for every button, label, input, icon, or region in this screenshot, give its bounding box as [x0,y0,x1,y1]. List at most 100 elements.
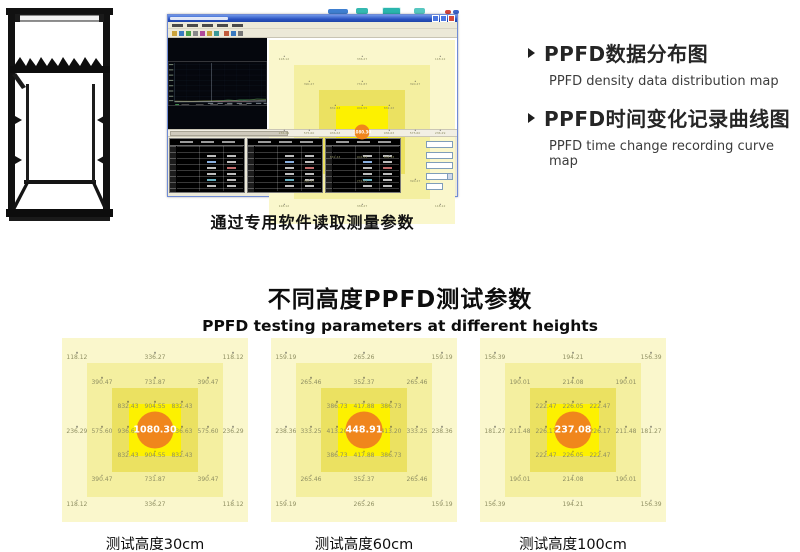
text-field [426,141,453,148]
software-menubar [168,22,457,29]
heatmap-point: 265.26 [353,499,375,508]
heatmap-point: 181.27 [484,425,506,435]
heatmap-point: 156.39 [484,352,506,361]
text-field [426,151,453,159]
section-title: 不同高度PPFD测试参数 PPFD testing parameters at … [0,280,800,335]
bullet-item: PPFD数据分布图 [528,38,796,67]
heatmap-point: 238.36 [431,425,453,435]
heatmap-grid: 1080.30 118.12 336.27 118.12 118.12 336.27 11… [62,338,248,522]
heatmap-point: 118.12 [222,352,244,361]
heatmap-point: 211.48 [509,425,531,435]
heatmap-center-value: 1080.30 [133,411,177,449]
section-title-en: PPFD testing parameters at different hei… [202,317,598,335]
heatmap-point: 181.27 [640,425,662,435]
row-numbers [326,146,332,192]
heatmap-point: 238.36 [275,425,297,435]
heatmap-point: 832.43 [171,400,193,410]
table-rows [333,146,399,191]
software-caption: 通过专用软件读取测量参数 [210,213,415,232]
heatmap-point: 904.55 [144,400,166,410]
heatmaps-row: 1080.30 118.12 336.27 118.12 118.12 336.27 11… [62,338,666,552]
heatmap-point: 390.47 [303,178,315,183]
heatmap-point: 236.29 [66,425,88,435]
heatmap-point: 936.63 [117,425,139,435]
heatmap-point: 159.19 [431,352,453,361]
desktop-blob [445,10,451,14]
heatmap-point: 159.19 [431,499,453,508]
heatmap-point: 832.43 [117,450,139,460]
heatmap-point: 190.01 [509,376,531,386]
heatmap-caption: 测试高度100cm [519,537,627,552]
heatmap-point: 159.19 [275,499,297,508]
heatmap-point: 336.27 [144,499,166,508]
bullet-title-zh: PPFD时间变化记录曲线图 [544,107,791,131]
section-title-zh: 不同高度PPFD测试参数 [267,287,533,313]
heatmap-point: 731.87 [356,80,368,86]
software-titlebar [168,15,457,22]
heatmap-point: 222.47 [589,450,611,460]
desktop-blob [328,9,348,14]
heatmap-caption: 测试高度30cm [105,537,205,552]
row-numbers [170,146,176,192]
heatmap-point: 386.73 [326,450,348,460]
desktop-blob [356,8,368,14]
heatmap-point: 336.27 [144,352,166,361]
heatmap-point: 731.87 [144,376,166,386]
table-rows [177,146,243,191]
horizontal-scrollbar [168,129,457,137]
heatmap-point: 386.73 [380,450,402,460]
heatmap-point: 390.47 [303,80,315,86]
software-main: 1080.30 118.12 336.27 118.12 118.12 336.27 11… [168,38,457,224]
bullet-subtitle-en: PPFD time change recording curve map [549,139,774,169]
desktop-blob [414,8,425,14]
heatmap-point: 832.43 [329,154,341,160]
heatmap-point: 194.21 [562,499,584,508]
heatmap-point: 832.43 [383,154,395,160]
heatmap-point: 194.21 [562,352,584,361]
heatmap-point: 417.88 [353,400,375,410]
heatmap-point: 731.87 [144,474,166,483]
heatmap-point: 575.60 [303,129,315,135]
heatmap-point: 336.27 [356,56,368,61]
heatmap-point: 352.37 [353,474,375,483]
heatmap-60cm: 448.91 159.19 265.26 159.19 159.19 265.26 159… [271,338,457,552]
heatmap-point: 904.55 [356,104,368,110]
software-screenshot: 1080.30 118.12 336.27 118.12 118.12 336.27 11… [167,14,458,224]
minimize-icon [432,15,439,22]
heatmap-point: 352.37 [353,376,375,386]
desktop-blob [453,10,459,14]
heatmap-point: 236.29 [278,129,290,135]
heatmap-point: 236.29 [222,425,244,435]
heatmap-point: 390.47 [409,80,421,86]
heatmap-point: 156.39 [484,499,506,508]
test-frame-photo [6,8,113,221]
heatmap-point: 214.08 [562,376,584,386]
heatmap-point: 190.01 [509,474,531,483]
heatmap-point: 390.47 [91,376,113,386]
heatmap-point: 413.20 [380,425,402,435]
heatmap-point: 575.60 [409,129,421,135]
heatmap-point: 333.25 [300,425,322,435]
table-header [326,139,400,146]
close-icon [448,15,455,22]
heatmap-point: 386.73 [380,400,402,410]
ppfd-distribution-map-panel: 1080.30 118.12 336.27 118.12 118.12 336.27 11… [267,38,457,224]
heatmap-point: 190.01 [615,376,637,386]
heatmap-point: 236.29 [434,129,446,135]
heatmap-point: 226.17 [535,425,557,435]
heatmap-point: 904.55 [356,154,368,160]
heatmap-point: 156.39 [640,352,662,361]
heatmap-point: 333.25 [406,425,428,435]
heatmap-point: 575.60 [91,425,113,435]
heatmap-point: 413.20 [326,425,348,435]
bullet-arrow-icon [528,112,535,123]
heatmap-point: 222.47 [535,450,557,460]
data-table [325,138,401,193]
heatmap-point: 211.48 [615,425,637,435]
heatmap-center-value: 1080.30 [353,124,371,140]
heatmap-center-value: 237.08 [554,411,592,449]
heatmap-point: 156.39 [640,499,662,508]
heatmap-point: 118.12 [66,499,88,508]
bullet-title-zh: PPFD数据分布图 [544,42,709,66]
